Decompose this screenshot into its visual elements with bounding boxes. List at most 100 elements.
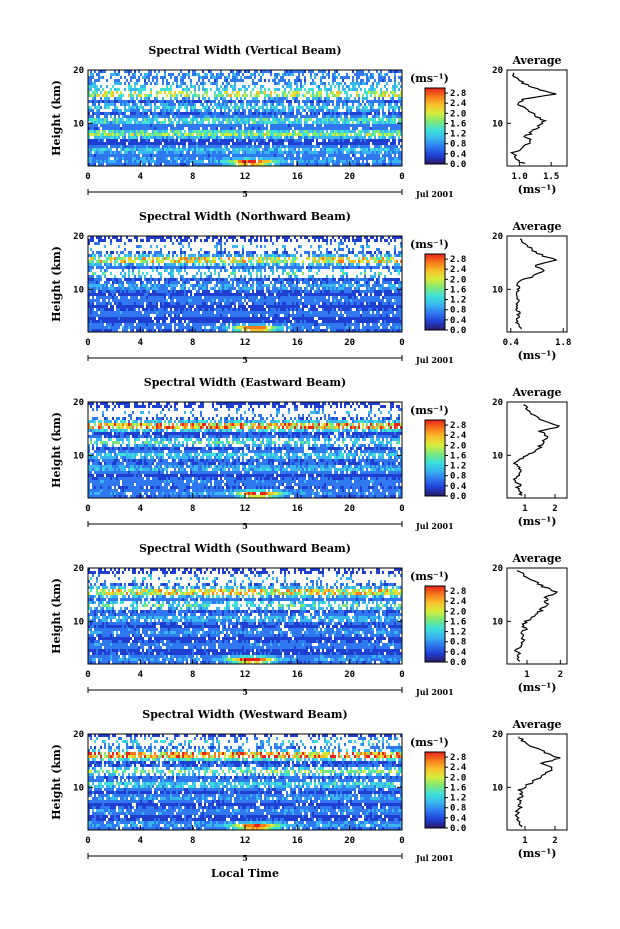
heatmap-cell [294,97,296,100]
heatmap-cell [148,97,150,100]
heatmap-cell [162,127,164,130]
heatmap-cell [310,139,312,142]
heatmap-cell [122,251,124,254]
heatmap-cell [262,103,264,106]
heatmap-cell [162,154,164,157]
heatmap-cell [158,299,160,302]
heatmap-cell [374,109,376,112]
heatmap-cell [324,85,326,88]
heatmap-cell [142,136,144,139]
heatmap-cell [342,106,344,109]
heatmap-cell [190,139,192,142]
heatmap-cell [294,142,296,145]
heatmap-cell [144,296,146,299]
heatmap-cell [266,151,268,154]
heatmap-cell [242,100,244,103]
heatmap-cell [352,154,354,157]
heatmap-cell [206,163,208,166]
heatmap-cell [264,160,266,163]
heatmap-cell [314,121,316,124]
heatmap-cell [314,136,316,139]
heatmap-cell [96,314,98,317]
heatmap-cell [198,130,200,133]
heatmap-cell [88,151,90,154]
heatmap-cell [120,127,122,130]
heatmap-cell [250,148,252,151]
heatmap-cell [140,296,142,299]
heatmap-cell [376,91,378,94]
heatmap-cell [222,139,224,142]
heatmap-cell [158,293,160,296]
heatmap-cell [90,308,92,311]
heatmap-cell [384,100,386,103]
heatmap-cell [210,112,212,115]
heatmap-cell [312,112,314,115]
heatmap-cell [148,139,150,142]
heatmap-cell [216,103,218,106]
heatmap-cell [322,103,324,106]
heatmap-cell [186,97,188,100]
heatmap-cell [156,127,158,130]
heatmap-cell [136,118,138,121]
heatmap-cell [124,317,126,320]
heatmap-cell [284,157,286,160]
heatmap-cell [118,314,120,317]
heatmap-cell [144,275,146,278]
heatmap-cell [330,142,332,145]
heatmap-cell [88,293,90,296]
heatmap-cell [120,94,122,97]
heatmap-cell [258,118,260,121]
heatmap-cell [246,163,248,166]
heatmap-cell [316,163,318,166]
heatmap-cell [132,299,134,302]
heatmap-cell [346,124,348,127]
heatmap-cell [384,76,386,79]
heatmap-cell [250,130,252,133]
heatmap-cell [300,136,302,139]
heatmap-cell [168,115,170,118]
heatmap-cell [124,254,126,257]
heatmap-cell [354,154,356,157]
heatmap-cell [274,82,276,85]
heatmap-cell [112,308,114,311]
heatmap-cell [320,124,322,127]
heatmap-cell [232,163,234,166]
heatmap-cell [204,100,206,103]
heatmap-cell [282,76,284,79]
heatmap-cell [400,115,402,118]
heatmap-cell [244,124,246,127]
heatmap-cell [98,106,100,109]
heatmap-cell [356,91,358,94]
heatmap-cell [370,154,372,157]
heatmap-cell [288,124,290,127]
heatmap-cell [164,278,166,281]
heatmap-cell [280,136,282,139]
heatmap-cell [252,106,254,109]
heatmap-cell [102,112,104,115]
heatmap-cell [98,115,100,118]
heatmap-cell [130,76,132,79]
heatmap-cell [94,82,96,85]
heatmap-cell [306,151,308,154]
heatmap-cell [124,145,126,148]
heatmap-cell [226,100,228,103]
heatmap-cell [138,112,140,115]
heatmap-cell [128,257,130,260]
heatmap-cell [208,133,210,136]
heatmap-cell [92,148,94,151]
heatmap-cell [260,112,262,115]
heatmap-cell [306,91,308,94]
heatmap-cell [380,79,382,82]
heatmap-cell [160,76,162,79]
heatmap-cell [146,320,148,323]
heatmap-cell [234,124,236,127]
heatmap-cell [130,254,132,257]
heatmap-cell [286,151,288,154]
heatmap-cell [362,139,364,142]
heatmap-cell [120,278,122,281]
heatmap-cell [96,112,98,115]
heatmap-cell [114,278,116,281]
heatmap-cell [144,124,146,127]
heatmap-cell [260,145,262,148]
heatmap-cell [106,85,108,88]
